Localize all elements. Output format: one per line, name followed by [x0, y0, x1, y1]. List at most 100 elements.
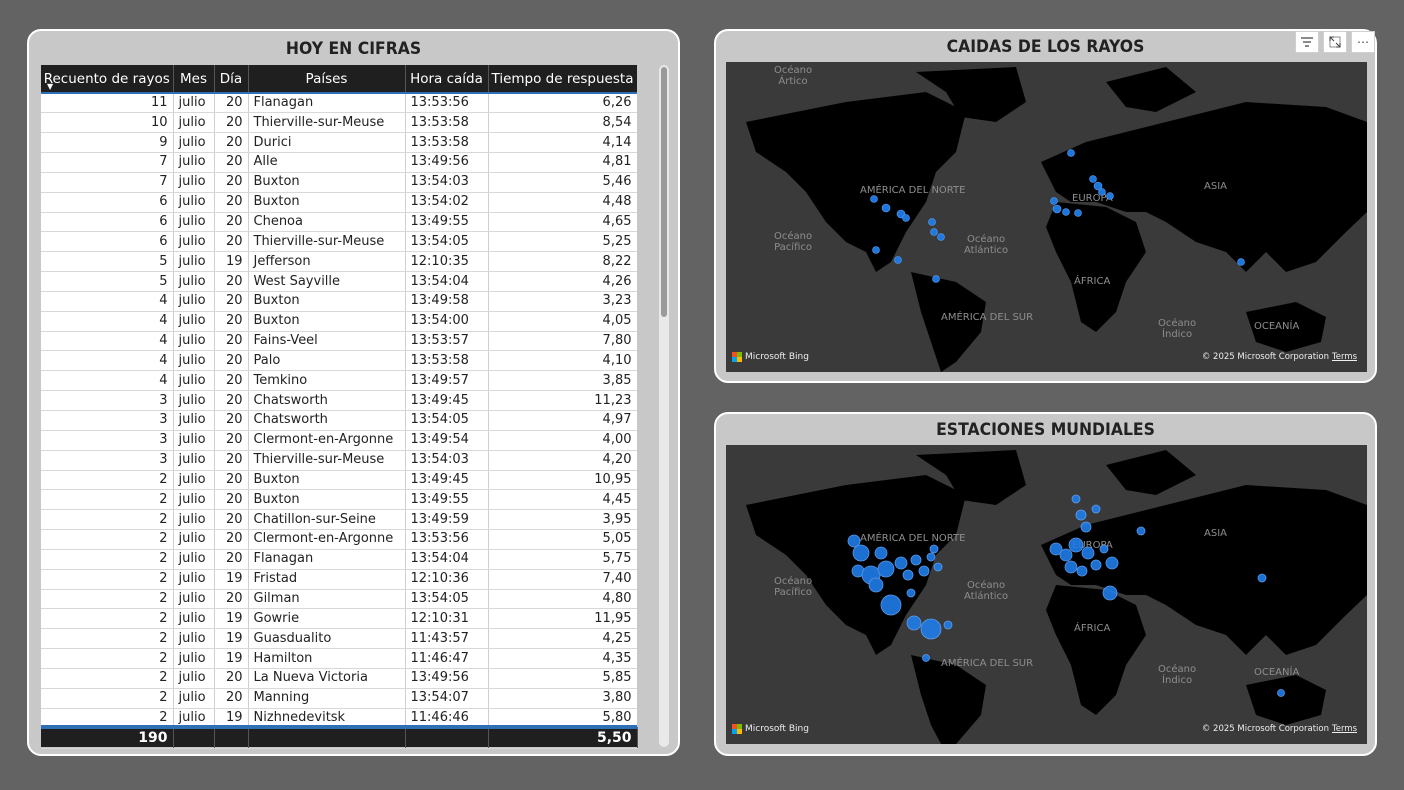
bubble[interactable]: [877, 560, 895, 578]
bubble[interactable]: [1089, 175, 1097, 183]
bubble[interactable]: [880, 594, 902, 616]
table-row[interactable]: 3 julio 20 Clermont-en-Argonne 13:49:54 4,00: [41, 430, 637, 451]
table-row[interactable]: 2 julio 20 Manning 13:54:07 3,80: [41, 688, 637, 709]
bubble[interactable]: [1050, 197, 1058, 205]
table-row[interactable]: 4 julio 20 Buxton 13:54:00 4,05: [41, 311, 637, 332]
table-row[interactable]: 2 julio 20 Flanagan 13:54:04 5,75: [41, 549, 637, 570]
table-row[interactable]: 6 julio 20 Chenoa 13:49:55 4,65: [41, 212, 637, 233]
bubble[interactable]: [1062, 208, 1070, 216]
bubble[interactable]: [1102, 585, 1118, 601]
bubble[interactable]: [894, 256, 902, 264]
bubble[interactable]: [930, 228, 938, 236]
col-header-hora[interactable]: Hora caída: [405, 65, 489, 93]
bubble[interactable]: [1257, 573, 1267, 583]
table-row[interactable]: 3 julio 20 Chatsworth 13:54:05 4,97: [41, 410, 637, 431]
bubble[interactable]: [1106, 192, 1114, 200]
bubble[interactable]: [910, 554, 922, 566]
bubble[interactable]: [1081, 546, 1095, 560]
bubble[interactable]: [920, 618, 942, 640]
map-estaciones[interactable]: AMÉRICA DEL NORTE ASIA EUROPA Océano Pac…: [726, 445, 1367, 744]
col-header-dia[interactable]: Día: [214, 65, 249, 93]
bubble[interactable]: [922, 654, 930, 662]
bubble[interactable]: [1052, 204, 1062, 214]
bubble[interactable]: [1080, 521, 1092, 533]
bubble[interactable]: [902, 214, 910, 222]
bubble[interactable]: [926, 552, 936, 562]
col-header-recuento[interactable]: Recuento de rayos ▼: [41, 65, 174, 93]
table-row[interactable]: 4 julio 20 Fains-Veel 13:53:57 7,80: [41, 331, 637, 352]
table-row[interactable]: 3 julio 20 Chatsworth 13:49:45 11,23: [41, 390, 637, 411]
table-row[interactable]: 2 julio 19 Guasdualito 11:43:57 4,25: [41, 628, 637, 650]
bubble[interactable]: [906, 588, 916, 598]
bubble[interactable]: [894, 556, 908, 570]
bubble[interactable]: [1067, 149, 1075, 157]
terms-link[interactable]: Terms: [1331, 352, 1357, 362]
bubble[interactable]: [1075, 509, 1087, 521]
bubble[interactable]: [1237, 258, 1245, 266]
bubble[interactable]: [852, 544, 870, 562]
table-row[interactable]: 6 julio 20 Thierville-sur-Meuse 13:54:05 5,25: [41, 231, 637, 253]
bubble[interactable]: [1091, 504, 1101, 514]
table-row[interactable]: 3 julio 20 Thierville-sur-Meuse 13:54:03 4,20: [41, 450, 637, 471]
table-row[interactable]: 4 julio 20 Palo 13:53:58 4,10: [41, 350, 637, 372]
table-row[interactable]: 7 julio 20 Alle 13:49:56 4,81: [41, 152, 637, 173]
bubble[interactable]: [918, 565, 930, 577]
bubble[interactable]: [881, 203, 891, 213]
table-row[interactable]: 11 julio 20 Flanagan 13:53:56 6,26: [41, 92, 637, 114]
bubble[interactable]: [1049, 542, 1063, 556]
table-row[interactable]: 2 julio 20 Chatillon-sur-Seine 13:49:59 3,95: [41, 509, 637, 531]
bubble[interactable]: [933, 562, 943, 572]
terms-link[interactable]: Terms: [1331, 724, 1357, 734]
bubble[interactable]: [906, 615, 922, 631]
bubble[interactable]: [1068, 537, 1084, 553]
table-row[interactable]: 6 julio 20 Buxton 13:54:02 4,48: [41, 192, 637, 213]
bubble[interactable]: [1105, 556, 1119, 570]
table-row[interactable]: 2 julio 19 Fristad 12:10:36 7,40: [41, 569, 637, 590]
bubble[interactable]: [1071, 494, 1081, 504]
bubble[interactable]: [932, 275, 940, 283]
bubble[interactable]: [1099, 544, 1109, 554]
table-row[interactable]: 2 julio 19 Gowrie 12:10:31 11,95: [41, 608, 637, 630]
bubble[interactable]: [1090, 559, 1102, 571]
bubble[interactable]: [870, 195, 878, 203]
bubble[interactable]: [1277, 689, 1285, 697]
bubble[interactable]: [928, 218, 936, 226]
bubble[interactable]: [937, 233, 945, 241]
bubble[interactable]: [1136, 526, 1146, 536]
bubble[interactable]: [1076, 565, 1088, 577]
bubble[interactable]: [847, 534, 861, 548]
table-row[interactable]: 9 julio 20 Durici 13:53:58 4,14: [41, 132, 637, 154]
filter-icon[interactable]: [1295, 31, 1319, 53]
table-row[interactable]: 7 julio 20 Buxton 13:54:03 5,46: [41, 172, 637, 193]
table-row[interactable]: 2 julio 20 Gilman 13:54:05 4,80: [41, 589, 637, 610]
col-header-tiempo[interactable]: Tiempo de respuesta: [488, 65, 637, 93]
bubble[interactable]: [1093, 181, 1103, 191]
bubble[interactable]: [874, 546, 888, 560]
table-row[interactable]: 2 julio 20 Clermont-en-Argonne 13:53:56 5,05: [41, 529, 637, 550]
bubble[interactable]: [929, 544, 939, 554]
table-row[interactable]: 10 julio 20 Thierville-sur-Meuse 13:53:58 8,5…: [41, 112, 637, 134]
col-header-mes[interactable]: Mes: [173, 65, 215, 93]
col-header-paises[interactable]: Países: [248, 65, 406, 93]
table-row[interactable]: 4 julio 20 Temkino 13:49:57 3,85: [41, 370, 637, 392]
table-scrollbar[interactable]: [659, 65, 669, 747]
bubble[interactable]: [1064, 560, 1078, 574]
bubble[interactable]: [1059, 548, 1073, 562]
table-row[interactable]: 2 julio 20 Buxton 13:49:45 10,95: [41, 470, 637, 491]
bubble[interactable]: [1098, 188, 1106, 196]
focus-mode-icon[interactable]: [1323, 31, 1347, 53]
more-options-icon[interactable]: ⋯: [1351, 31, 1375, 53]
scrollbar-thumb[interactable]: [661, 67, 667, 317]
map-rayos[interactable]: Océano Ártico AMÉRICA DEL NORTE ASIA EUR…: [726, 62, 1367, 372]
bubble[interactable]: [872, 246, 880, 254]
table-row[interactable]: 5 julio 20 West Sayville 13:54:04 4,26: [41, 271, 637, 292]
table-row[interactable]: 2 julio 19 Hamilton 11:46:47 4,35: [41, 648, 637, 669]
table-row[interactable]: 2 julio 20 La Nueva Victoria 13:49:56 5,85: [41, 668, 637, 689]
bubble[interactable]: [868, 577, 884, 593]
bubble[interactable]: [902, 569, 914, 581]
table-row[interactable]: 5 julio 19 Jefferson 12:10:35 8,22: [41, 251, 637, 273]
table-row[interactable]: 4 julio 20 Buxton 13:49:58 3,23: [41, 291, 637, 312]
bubble[interactable]: [1074, 209, 1082, 217]
table-row[interactable]: 2 julio 20 Buxton 13:49:55 4,45: [41, 489, 637, 511]
bubble[interactable]: [943, 620, 953, 630]
